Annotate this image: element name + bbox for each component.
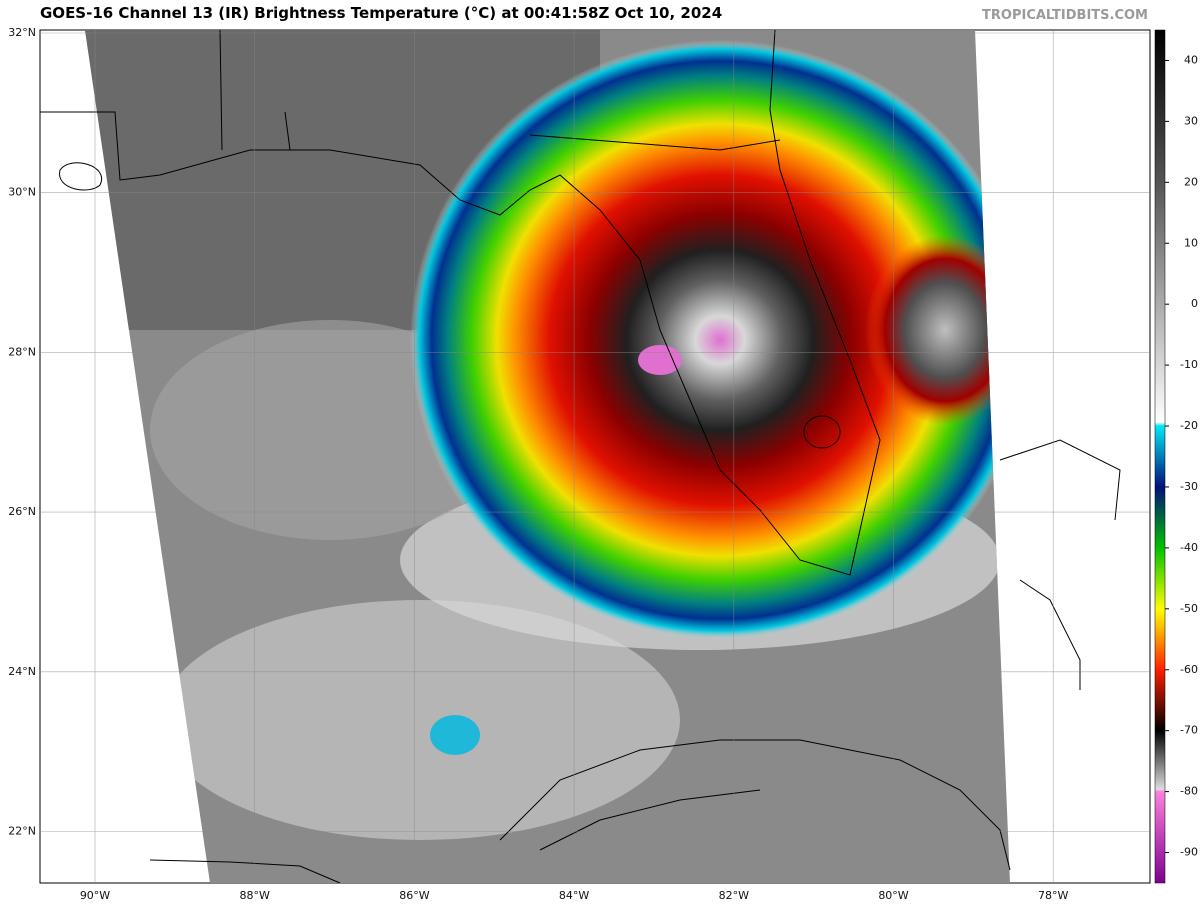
coastlines [40,29,1121,884]
title: GOES-16 Channel 13 (IR) Brightness Tempe… [40,4,722,22]
lon-label: 82°W [719,889,749,902]
lon-label: 90°W [80,889,110,902]
site-label: TROPICALTIDBITS.COM [982,8,1148,23]
colorbar-tick-label: -50 [1180,602,1198,615]
graticule [40,30,1150,883]
colorbar-tick-label: 10 [1184,236,1198,249]
lon-label: 84°W [559,889,589,902]
lat-label: 22°N [8,825,36,838]
colorbar-tick-label: -60 [1180,663,1198,676]
colorbar [1154,29,1166,884]
colorbar-tick-label: -40 [1180,541,1198,554]
satellite-swath [85,30,1010,883]
lat-label: 26°N [8,505,36,518]
lon-label: 86°W [399,889,429,902]
lat-label: 24°N [8,665,36,678]
colorbar-tick-label: -80 [1180,785,1198,798]
colorbar-tick-label: -70 [1180,724,1198,737]
lat-label: 32°N [8,26,36,39]
colorbar-tick-label: 40 [1184,53,1198,66]
lat-label: 28°N [8,345,36,358]
lon-label: 88°W [240,889,270,902]
lon-label: 78°W [1038,889,1068,902]
map [39,29,1151,884]
colorbar-tick-label: -20 [1180,419,1198,432]
colorbar-tick-label: 30 [1184,114,1198,127]
colorbar-tick-label: -10 [1180,358,1198,371]
colorbar-tick-label: -90 [1180,846,1198,859]
colorbar-tick-label: 20 [1184,175,1198,188]
colorbar-tick-label: 0 [1191,297,1198,310]
lat-label: 30°N [8,186,36,199]
colorbar-tick-label: -30 [1180,480,1198,493]
lon-label: 80°W [878,889,908,902]
